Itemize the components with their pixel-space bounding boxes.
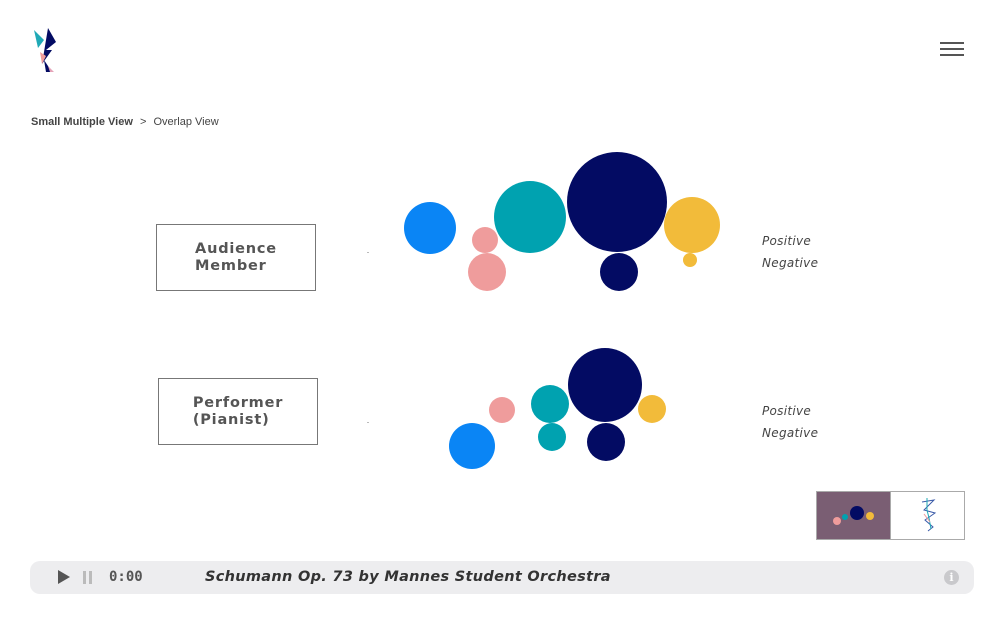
play-icon[interactable]: [58, 570, 70, 584]
performer-pianist-label: Performer (Pianist): [158, 378, 318, 445]
breadcrumb: Small Multiple View > Overlap View: [31, 116, 219, 128]
info-icon[interactable]: i: [944, 570, 959, 585]
audience-member-label: Audience Member: [156, 224, 316, 291]
audience-label-line2: Member: [195, 257, 267, 274]
performer-label-line1: Performer: [192, 394, 284, 411]
audience-bubble-teal[interactable]: [494, 181, 566, 253]
lightning-logo-icon[interactable]: [30, 26, 62, 74]
view-toggle: [816, 491, 965, 540]
audio-player: 0:00 Schumann Op. 73 by Mannes Student O…: [30, 561, 974, 594]
network-view-button[interactable]: [890, 492, 964, 539]
performer-bubble-teal-small[interactable]: [538, 423, 566, 451]
performer-bubble-teal-large[interactable]: [531, 385, 569, 423]
performer-bubble-pink[interactable]: [489, 397, 515, 423]
bubbles-view-icon: [833, 506, 874, 525]
audience-axis-marker: [367, 252, 369, 253]
performer-axis-marker: [367, 422, 369, 423]
audience-bubble-navy-small[interactable]: [600, 253, 638, 291]
audience-bubble-navy-large[interactable]: [567, 152, 667, 252]
audience-bubble-pink-small[interactable]: [472, 227, 498, 253]
audience-label-line1: Audience: [195, 240, 277, 257]
breadcrumb-separator: >: [139, 116, 147, 128]
playback-time: 0:00: [109, 569, 143, 585]
performer-bubble-yellow[interactable]: [638, 395, 666, 423]
performer-bubble-navy-small[interactable]: [587, 423, 625, 461]
performer-bubble-navy-large[interactable]: [568, 348, 642, 422]
audience-legend-positive: Positive: [762, 234, 812, 248]
audience-bubble-yellow-large[interactable]: [664, 197, 720, 253]
hamburger-menu-icon[interactable]: [940, 38, 964, 62]
performer-legend-positive: Positive: [762, 404, 812, 418]
performer-bubble-blue[interactable]: [449, 423, 495, 469]
bubbles-view-button[interactable]: [817, 492, 890, 539]
breadcrumb-overlap-view[interactable]: Overlap View: [153, 116, 219, 128]
audience-bubble-yellow-small[interactable]: [683, 253, 697, 267]
audience-bubble-blue[interactable]: [404, 202, 456, 254]
breadcrumb-small-multiple-view[interactable]: Small Multiple View: [31, 116, 133, 128]
network-view-icon: [921, 498, 937, 532]
pause-icon[interactable]: [83, 571, 93, 584]
audience-legend-negative: Negative: [762, 256, 819, 270]
track-title: Schumann Op. 73 by Mannes Student Orches…: [205, 569, 611, 585]
performer-label-line2: (Pianist): [192, 411, 270, 428]
audience-bubble-pink-large[interactable]: [468, 253, 506, 291]
performer-legend-negative: Negative: [762, 426, 819, 440]
